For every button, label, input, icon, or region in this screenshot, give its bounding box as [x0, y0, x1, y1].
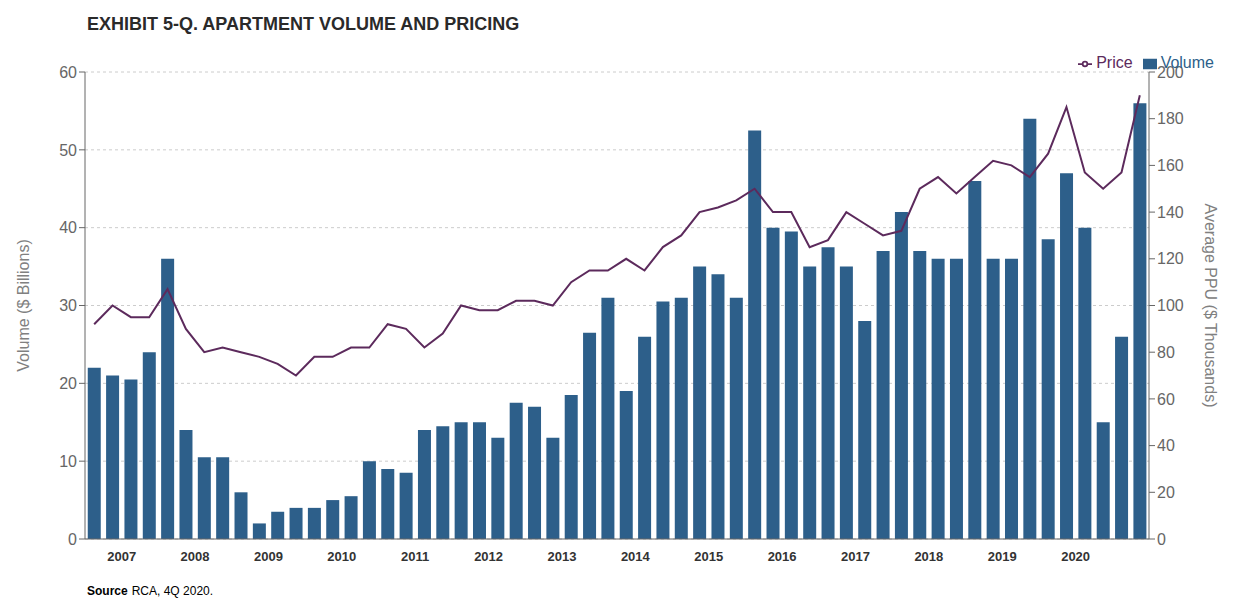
- svg-text:2015: 2015: [694, 549, 723, 564]
- svg-text:40: 40: [1157, 437, 1175, 454]
- svg-text:2012: 2012: [474, 549, 503, 564]
- svg-text:20: 20: [59, 375, 77, 392]
- svg-text:0: 0: [1157, 531, 1166, 548]
- svg-text:100: 100: [1157, 297, 1184, 314]
- svg-text:10: 10: [59, 453, 77, 470]
- svg-text:140: 140: [1157, 204, 1184, 221]
- svg-text:180: 180: [1157, 110, 1184, 127]
- svg-text:50: 50: [59, 142, 77, 159]
- svg-text:Average PPU ($ Thousands): Average PPU ($ Thousands): [1202, 204, 1219, 408]
- svg-text:2008: 2008: [181, 549, 210, 564]
- svg-text:2020: 2020: [1061, 549, 1090, 564]
- svg-text:120: 120: [1157, 250, 1184, 267]
- svg-text:2007: 2007: [107, 549, 136, 564]
- svg-text:160: 160: [1157, 157, 1184, 174]
- svg-text:60: 60: [1157, 391, 1175, 408]
- svg-text:2016: 2016: [768, 549, 797, 564]
- svg-text:0: 0: [68, 531, 77, 548]
- svg-text:2009: 2009: [254, 549, 283, 564]
- svg-text:30: 30: [59, 297, 77, 314]
- svg-text:200: 200: [1157, 64, 1184, 81]
- svg-text:60: 60: [59, 64, 77, 81]
- svg-text:40: 40: [59, 219, 77, 236]
- svg-text:2019: 2019: [988, 549, 1017, 564]
- svg-text:2011: 2011: [401, 549, 429, 564]
- svg-text:Volume ($ Billions): Volume ($ Billions): [15, 239, 32, 372]
- svg-text:2014: 2014: [621, 549, 651, 564]
- svg-text:20: 20: [1157, 484, 1175, 501]
- svg-text:2013: 2013: [548, 549, 577, 564]
- svg-text:80: 80: [1157, 344, 1175, 361]
- svg-text:2018: 2018: [914, 549, 943, 564]
- svg-text:2017: 2017: [841, 549, 870, 564]
- svg-text:2010: 2010: [327, 549, 356, 564]
